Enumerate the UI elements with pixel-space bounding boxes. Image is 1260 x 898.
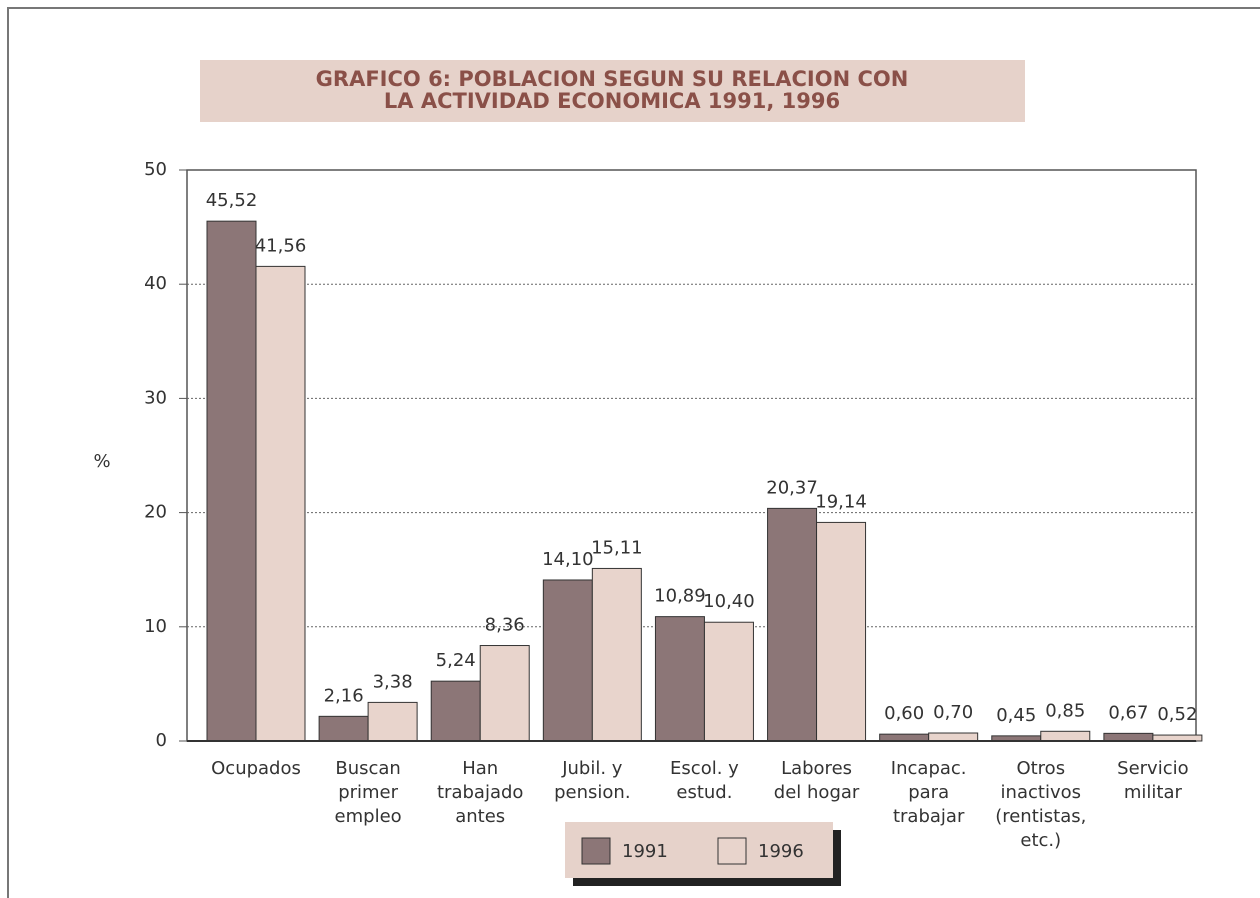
x-tick-label: Incapac.	[891, 758, 967, 779]
x-tick-label: empleo	[335, 806, 402, 827]
value-label: 20,37	[766, 477, 818, 498]
legend-label: 1996	[758, 841, 804, 862]
y-tick-label: 50	[144, 159, 167, 180]
value-label: 5,24	[436, 650, 476, 671]
legend-label: 1991	[622, 841, 668, 862]
bar	[816, 521, 867, 742]
x-tick-label: Labores	[781, 758, 852, 779]
value-label: 14,10	[542, 549, 594, 570]
x-tick-label: trabajado	[437, 782, 523, 803]
bar	[542, 579, 593, 742]
x-tick-label: Ocupados	[211, 758, 301, 779]
bar	[367, 701, 418, 742]
chart-title: LA ACTIVIDAD ECONOMICA 1991, 1996	[384, 89, 840, 113]
legend-swatch	[717, 837, 747, 865]
chart-title: GRAFICO 6: POBLACION SEGUN SU RELACION C…	[316, 67, 909, 91]
bar	[591, 567, 642, 742]
x-tick-label: del hogar	[774, 782, 860, 803]
x-tick-label: pension.	[554, 782, 630, 803]
x-tick-label: Otros	[1016, 758, 1065, 779]
bar	[703, 621, 754, 742]
bar	[928, 732, 979, 742]
x-tick-label: Han	[462, 758, 498, 779]
x-tick-label: estud.	[676, 782, 732, 803]
value-label: 19,14	[815, 491, 867, 512]
x-tick-label: inactivos	[1001, 782, 1081, 803]
y-tick-label: 10	[144, 616, 167, 637]
y-tick-label: 20	[144, 502, 167, 523]
legend-swatch	[581, 837, 611, 865]
bar	[430, 680, 481, 742]
value-label: 10,89	[654, 586, 706, 607]
value-label: 8,36	[485, 615, 525, 636]
y-axis-label: %	[93, 451, 110, 472]
value-label: 0,67	[1108, 702, 1148, 723]
title-box	[200, 60, 1025, 122]
value-label: 3,38	[373, 671, 413, 692]
bar	[654, 616, 705, 742]
x-tick-label: Jubil. y	[561, 758, 623, 779]
y-tick-label: 40	[144, 273, 167, 294]
bar	[879, 733, 930, 742]
y-tick-label: 30	[144, 387, 167, 408]
x-tick-label: etc.)	[1020, 830, 1061, 851]
x-tick-label: militar	[1124, 782, 1183, 803]
x-tick-label: antes	[455, 806, 505, 827]
x-tick-label: primer	[338, 782, 398, 803]
value-label: 45,52	[206, 190, 258, 211]
value-label: 10,40	[703, 591, 755, 612]
value-label: 0,52	[1157, 704, 1197, 725]
value-label: 0,70	[933, 702, 973, 723]
bar	[318, 715, 369, 742]
value-label: 0,60	[884, 703, 924, 724]
x-tick-label: trabajar	[893, 806, 965, 827]
bar	[1103, 732, 1154, 742]
x-tick-label: (rentistas,	[995, 806, 1086, 827]
bar	[255, 265, 306, 742]
value-label: 41,56	[255, 235, 307, 256]
x-tick-label: Buscan	[335, 758, 400, 779]
page-frame	[7, 7, 1260, 898]
x-tick-label: Escol. y	[670, 758, 739, 779]
value-label: 15,11	[591, 537, 643, 558]
y-tick-label: 0	[156, 730, 167, 751]
x-tick-label: para	[908, 782, 949, 803]
value-label: 0,45	[996, 705, 1036, 726]
bar	[206, 220, 257, 742]
value-label: 2,16	[324, 685, 364, 706]
value-label: 0,85	[1045, 700, 1085, 721]
bar	[767, 507, 818, 742]
x-tick-label: Servicio	[1117, 758, 1188, 779]
bar	[1040, 730, 1091, 742]
bar	[479, 645, 530, 742]
